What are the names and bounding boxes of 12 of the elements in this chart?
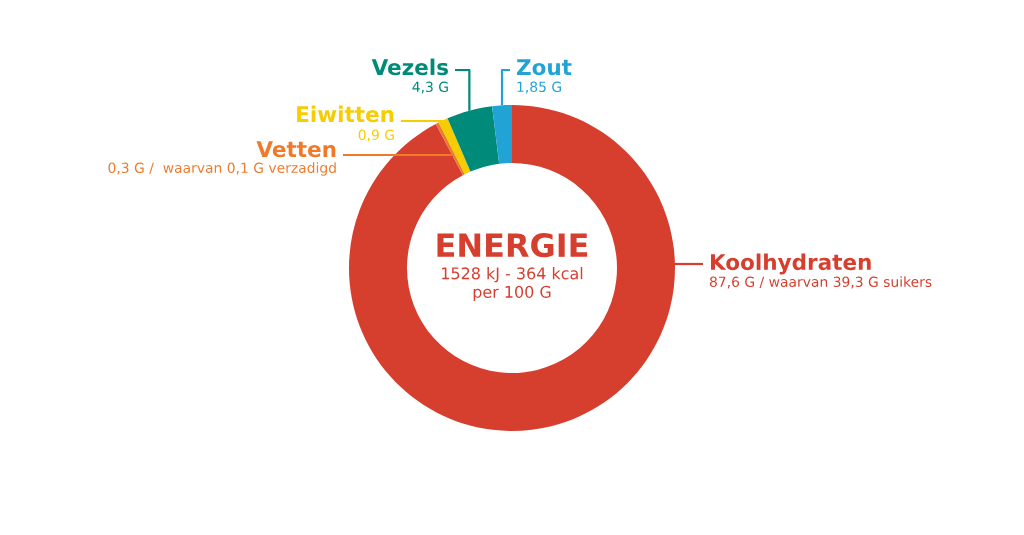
slice-label: Zout bbox=[516, 59, 572, 76]
text: ENERGIE bbox=[437, 233, 588, 258]
slice-label: Eiwitten bbox=[297, 105, 394, 123]
slice-label: Koolhydraten bbox=[710, 253, 871, 275]
data-label: 1,85 G bbox=[517, 81, 561, 94]
data-label: 0,3 G / waarvan 0,1 G verzadigd bbox=[108, 162, 336, 176]
slice-label: Vetten bbox=[256, 141, 336, 158]
text: 1528 kJ - 364 kcal per 100 G bbox=[442, 267, 583, 301]
data-label: 87,6 G / waarvan 39,3 G suikers bbox=[709, 276, 932, 289]
data-label: 0,9 G bbox=[358, 129, 394, 142]
data-label: 4,3 G bbox=[412, 81, 448, 94]
slice-label: Vezels bbox=[371, 58, 448, 76]
